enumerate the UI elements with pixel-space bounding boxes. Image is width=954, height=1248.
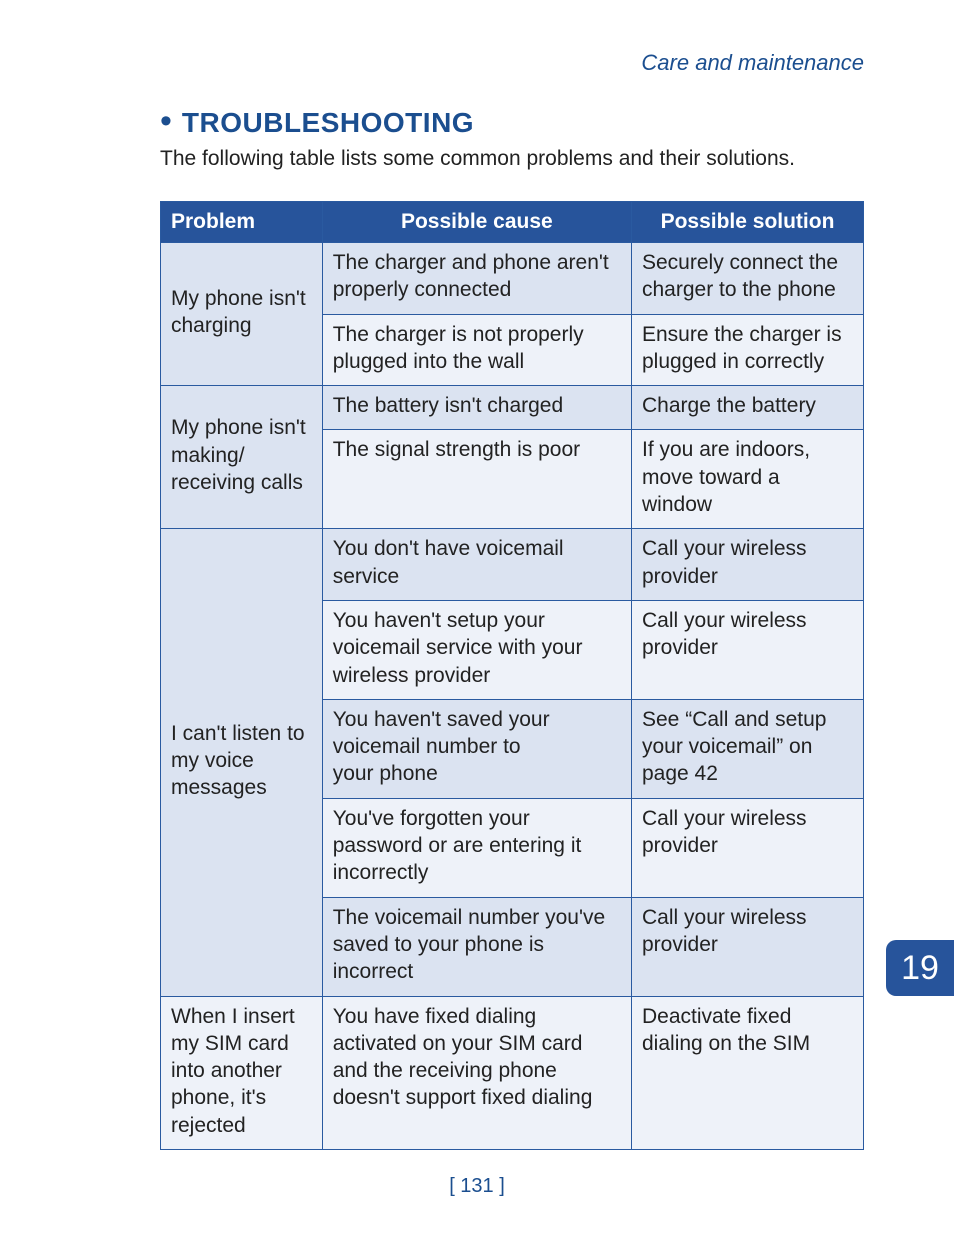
col-header-cause: Possible cause: [322, 202, 631, 243]
table-row: My phone isn't chargingThe charger and p…: [161, 243, 864, 315]
page-title: TROUBLESHOOTING: [182, 107, 474, 139]
col-header-solution: Possible solution: [632, 202, 864, 243]
troubleshooting-table: Problem Possible cause Possible solution…: [160, 201, 864, 1150]
cell-solution: Charge the battery: [632, 386, 864, 430]
heading-bullet-icon: •: [160, 104, 172, 138]
cell-cause: The signal strength is poor: [322, 430, 631, 529]
table-row: My phone isn't making/ receiving callsTh…: [161, 386, 864, 430]
cell-cause: You've forgotten your password or are en…: [322, 798, 631, 897]
cell-solution: Securely connect the charger to the phon…: [632, 243, 864, 315]
cell-solution: See “Call and setup your voicemail” on p…: [632, 699, 864, 798]
cell-problem: When I insert my SIM card into another p…: [161, 996, 323, 1149]
table-row: When I insert my SIM card into another p…: [161, 996, 864, 1149]
page-number: [ 131 ]: [0, 1175, 954, 1198]
cell-cause: The charger is not properly plugged into…: [322, 314, 631, 386]
table-row: I can't listen to my voice messagesYou d…: [161, 529, 864, 601]
cell-solution: Call your wireless provider: [632, 897, 864, 996]
cell-problem: I can't listen to my voice messages: [161, 529, 323, 996]
cell-cause: The voicemail number you've saved to you…: [322, 897, 631, 996]
cell-cause: You haven't setup your voicemail service…: [322, 600, 631, 699]
cell-cause: You don't have voicemail service: [322, 529, 631, 601]
cell-cause: The battery isn't charged: [322, 386, 631, 430]
cell-solution: Call your wireless provider: [632, 798, 864, 897]
cell-solution: Call your wireless provider: [632, 529, 864, 601]
cell-cause: You haven't saved your voicemail number …: [322, 699, 631, 798]
cell-problem: My phone isn't charging: [161, 243, 323, 386]
cell-solution: Ensure the charger is plugged in correct…: [632, 314, 864, 386]
col-header-problem: Problem: [161, 202, 323, 243]
cell-solution: If you are indoors, move toward a window: [632, 430, 864, 529]
chapter-tab: 19: [886, 940, 954, 996]
cell-cause: You have fixed dialing activated on your…: [322, 996, 631, 1149]
cell-solution: Call your wireless provider: [632, 600, 864, 699]
cell-cause: The charger and phone aren't properly co…: [322, 243, 631, 315]
section-label: Care and maintenance: [160, 50, 864, 76]
intro-text: The following table lists some common pr…: [160, 147, 864, 171]
cell-problem: My phone isn't making/ receiving calls: [161, 386, 323, 529]
table-header-row: Problem Possible cause Possible solution: [161, 202, 864, 243]
cell-solution: Deactivate fixed dialing on the SIM: [632, 996, 864, 1149]
